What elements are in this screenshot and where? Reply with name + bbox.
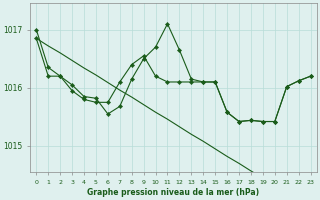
X-axis label: Graphe pression niveau de la mer (hPa): Graphe pression niveau de la mer (hPa) <box>87 188 260 197</box>
